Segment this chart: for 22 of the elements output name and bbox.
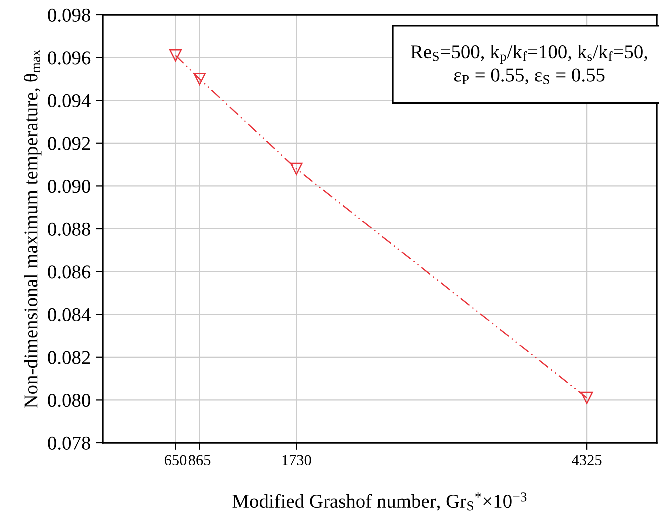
y-tick-label: 0.092 <box>48 137 90 150</box>
point <box>580 392 594 404</box>
y-tick-label: 0.096 <box>48 52 91 65</box>
x-tick-label: 1730 <box>282 455 312 466</box>
y-tick-label: 0.088 <box>48 222 90 236</box>
x-tick-label: 4325 <box>572 455 602 466</box>
x-axis-title: Modified Grashof number, Gr$_{S}$$^{*}$×10$^{−3}$ <box>232 492 527 511</box>
point <box>290 162 303 176</box>
point <box>170 49 182 62</box>
y-tick-label: 0.080 <box>48 394 90 408</box>
y-tick-label: 0.090 <box>48 180 90 194</box>
y-tick-label: 0.078 <box>48 436 90 450</box>
text: Re$_{S}$=500, k$_{p}$/k$_{f}$=100, k$_{s}$/k$_{f}$=50, ε$_{P}$ = 0.55, ε$_{S}$ = 0.55 <box>411 44 648 85</box>
y-axis-title: Non-dimensional maximum temperature, θ$_{max}$ <box>24 50 42 408</box>
y-tick-label: 0.098 <box>48 8 90 22</box>
y-tick-label: 0.084 <box>48 308 91 322</box>
point <box>194 73 206 86</box>
y-tick-label: 0.094 <box>48 94 91 108</box>
y-tick-label: 0.086 <box>48 266 91 279</box>
x-tick-label: 865 <box>188 455 211 466</box>
x-tick-label: 650 <box>164 455 187 466</box>
y-tick-label: 0.082 <box>48 351 90 364</box>
